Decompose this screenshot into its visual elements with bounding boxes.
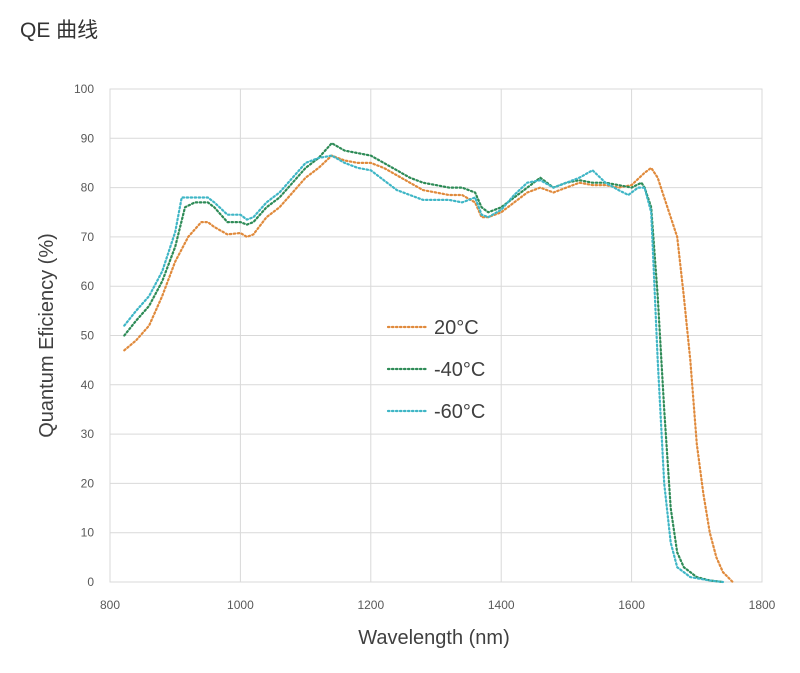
chart-series xyxy=(123,142,734,584)
y-tick-label: 20 xyxy=(81,476,95,490)
y-tick-label: 10 xyxy=(81,526,95,540)
y-tick-label: 90 xyxy=(81,131,95,145)
legend-label: -60°C xyxy=(434,401,485,423)
y-tick-label: 80 xyxy=(81,181,95,195)
plot-area-border xyxy=(109,88,763,583)
y-tick-label: 70 xyxy=(81,230,95,244)
x-tick-label: 1400 xyxy=(488,598,515,612)
legend-label: 20°C xyxy=(434,317,479,339)
x-tick-label: 1200 xyxy=(357,598,384,612)
y-tick-label: 50 xyxy=(81,329,95,343)
y-tick-label: 40 xyxy=(81,378,95,392)
y-tick-label: 30 xyxy=(81,427,95,441)
chart-legend: 20°C -40°C -60°C xyxy=(386,317,485,423)
series-line-0 xyxy=(123,154,734,584)
x-axis-title: Wavelength (nm) xyxy=(358,627,510,649)
y-tick-label: 0 xyxy=(87,575,94,589)
x-tick-label: 1600 xyxy=(618,598,645,612)
y-tick-label: 100 xyxy=(74,82,94,96)
series-line-1 xyxy=(123,142,724,584)
y-axis-ticks: 0 10 20 30 40 50 60 70 80 90 100 xyxy=(74,82,94,589)
y-axis-title: Quantum Eficiency (%) xyxy=(36,233,58,438)
x-tick-label: 800 xyxy=(100,598,120,612)
series-line-2 xyxy=(123,154,724,584)
x-axis-ticks: 800 1000 1200 1400 1600 1800 xyxy=(100,598,776,612)
page-title: QE 曲线 xyxy=(20,19,99,42)
y-tick-label: 60 xyxy=(81,279,95,293)
x-tick-label: 1800 xyxy=(749,598,776,612)
legend-label: -40°C xyxy=(434,359,485,381)
x-tick-label: 1000 xyxy=(227,598,254,612)
